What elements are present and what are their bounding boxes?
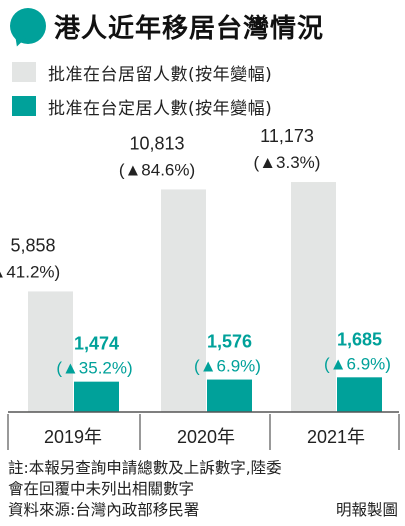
- bar-settlement-0: [74, 381, 119, 412]
- bar-residence-2: [291, 182, 336, 412]
- x-tick-label-0: 2019年: [44, 427, 102, 447]
- data-label-change-residence-0: (▲41.2%): [0, 262, 60, 281]
- credit-text: 明報製圖: [335, 501, 398, 519]
- source-row: 資料來源:台灣內政部移民署 明報製圖: [8, 500, 398, 521]
- legend-label-settlement: 批准在台定居人數(按年變幅): [48, 98, 273, 119]
- legend-label-residence: 批准在台居留人數(按年變幅): [48, 64, 273, 85]
- data-label-change-residence-1: (▲84.6%): [119, 160, 195, 179]
- note-line-1: 註:本報另查詢申請總數及上訴數字,陸委: [8, 459, 282, 477]
- legend-item-residence: 批准在台居留人數(按年變幅): [12, 58, 272, 86]
- bar-residence-0: [28, 291, 73, 412]
- chart-title: 港人近年移居台灣情況: [54, 13, 325, 44]
- data-label-change-residence-2: (▲3.3%): [254, 153, 321, 172]
- x-tick-label-1: 2020年: [177, 427, 235, 447]
- footnotes: 註:本報另查詢申請總數及上訴數字,陸委 會在回覆中未列出相關數字 資料來源:台灣…: [8, 458, 402, 521]
- bar-settlement-1: [207, 379, 252, 412]
- data-label-value-settlement-2: 1,685: [337, 329, 382, 349]
- data-label-value-settlement-1: 1,576: [207, 332, 252, 352]
- data-label-value-residence-0: 5,858: [10, 235, 55, 255]
- data-label-value-settlement-0: 1,474: [74, 334, 119, 354]
- legend-swatch-residence: [12, 62, 36, 82]
- data-label-value-residence-2: 11,173: [260, 126, 314, 146]
- source-text: 資料來源:台灣內政部移民署: [8, 501, 200, 519]
- bar-settlement-2: [337, 377, 382, 412]
- legend-item-settlement: 批准在台定居人數(按年變幅): [12, 92, 272, 120]
- data-label-value-residence-1: 10,813: [129, 133, 184, 153]
- data-label-change-settlement-0: (▲35.2%): [56, 359, 132, 378]
- x-tick-label-2: 2021年: [307, 427, 365, 447]
- data-label-change-settlement-1: (▲6.9%): [194, 357, 261, 376]
- speech-bubble-icon: [10, 8, 46, 44]
- legend-swatch-settlement: [12, 96, 36, 116]
- bar-residence-1: [161, 189, 206, 412]
- legend: 批准在台居留人數(按年變幅) 批准在台定居人數(按年變幅): [12, 58, 272, 120]
- note-line-2: 會在回覆中未列出相關數字: [8, 480, 195, 498]
- title-row: 港人近年移居台灣情況: [10, 6, 324, 46]
- data-label-change-settlement-2: (▲6.9%): [324, 354, 391, 373]
